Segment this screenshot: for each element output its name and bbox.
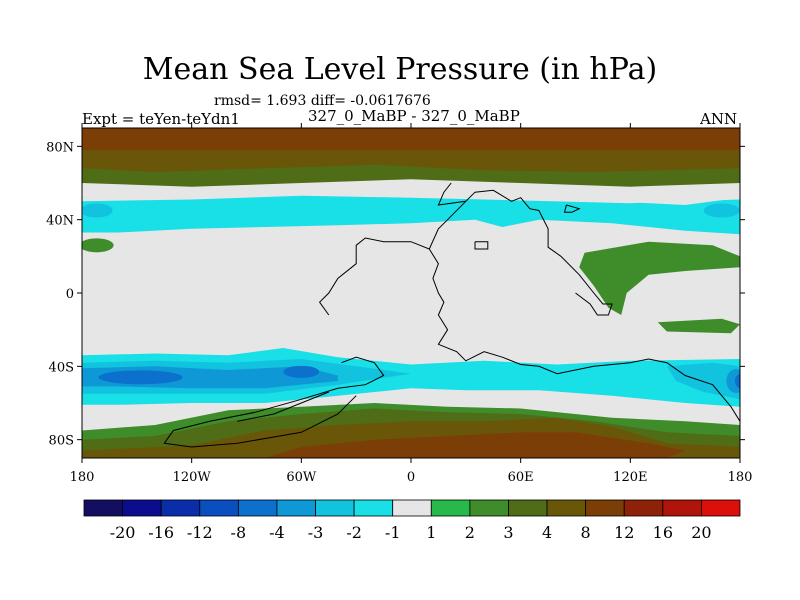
field-north-minus3-west — [82, 203, 113, 218]
axes: 180 120W 60W 0 60E 120E 180 80N 40N 0 40S 80S — [46, 123, 752, 485]
x-tick-label-2: 60W — [286, 470, 317, 485]
y-tick-label-2: 0 — [66, 287, 74, 302]
coastline-main — [318, 237, 740, 422]
colorbar-swatch-6 — [315, 499, 355, 517]
coastline-south-inner — [237, 391, 329, 422]
colorbar-swatch-10 — [469, 499, 509, 517]
coastline-north — [428, 189, 613, 316]
y-tick-label-4: 80S — [49, 434, 74, 449]
colorbar-swatch-8 — [392, 499, 432, 517]
y-tick-label-1: 40N — [46, 214, 74, 229]
map-field — [82, 128, 740, 458]
field-blob-east-south — [657, 318, 740, 334]
y-tick-label-0: 80N — [46, 140, 74, 155]
field-south-minus8-west — [98, 370, 183, 385]
colorbar-label-7: -1 — [385, 523, 401, 542]
colorbar-swatch-15 — [662, 499, 702, 517]
x-tick-label-3: 0 — [407, 470, 415, 485]
colorbar-swatch-5 — [276, 499, 316, 517]
colorbar-swatch-9 — [430, 499, 471, 517]
colorbar-swatch-7 — [353, 499, 394, 517]
x-tick-label-1: 120W — [173, 470, 212, 485]
x-tick-label-5: 120E — [613, 470, 647, 485]
colorbar-swatch-14 — [623, 499, 664, 517]
colorbar-label-11: 4 — [542, 523, 552, 542]
comparison-label: 327_0_MaBP - 327_0_MaBP — [308, 107, 520, 125]
colorbar-swatch-11 — [508, 499, 548, 517]
y-tick-label-3: 40S — [49, 360, 74, 375]
colorbar-label-6: -2 — [346, 523, 362, 542]
colorbar: -20 -16 -12 -8 -4 -3 -2 -1 1 2 3 4 8 12 16 20 — [83, 499, 741, 542]
chart-title: Mean Sea Level Pressure (in hPa) — [142, 52, 658, 87]
colorbar-label-3: -8 — [231, 523, 247, 542]
field-blob-east — [579, 241, 740, 315]
field-blob-west — [82, 238, 114, 253]
colorbar-swatch-16 — [701, 499, 741, 517]
colorbar-label-0: -20 — [110, 523, 136, 542]
field-north-minus3-east — [703, 203, 740, 218]
colorbar-label-14: 16 — [653, 523, 673, 542]
colorbar-label-12: 8 — [581, 523, 591, 542]
season-label: ANN — [700, 110, 738, 128]
colorbar-label-8: 1 — [426, 523, 436, 542]
field-north-minus1-edge — [82, 190, 740, 204]
x-tick-label-0: 180 — [70, 470, 95, 485]
colorbar-swatch-4 — [237, 499, 278, 517]
colorbar-swatch-2 — [160, 499, 201, 517]
colorbar-swatch-3 — [199, 499, 239, 517]
colorbar-swatch-1 — [122, 499, 162, 517]
colorbar-label-2: -12 — [187, 523, 213, 542]
field-north-8 — [82, 128, 740, 150]
colorbar-swatch-12 — [546, 499, 587, 517]
colorbar-label-4: -4 — [269, 523, 285, 542]
field-south-8 — [264, 432, 686, 458]
field-south-minus8-east — [735, 374, 740, 388]
x-tick-label-4: 60E — [508, 470, 534, 485]
field-north-minus2 — [82, 192, 740, 235]
field-south-minus3-east — [666, 362, 740, 400]
coastlines — [163, 182, 740, 448]
coastline-island-2 — [474, 241, 489, 250]
stats-text: rmsd= 1.693 diff= -0.0617676 — [214, 93, 431, 109]
colorbar-label-9: 2 — [465, 523, 475, 542]
coastline-north-bay — [437, 182, 466, 206]
colorbar-swatch-13 — [585, 499, 625, 517]
experiment-label: Expt = teYen-teYdn1 — [82, 110, 240, 128]
colorbar-label-15: 20 — [691, 523, 711, 542]
x-tick-label-6: 180 — [728, 470, 753, 485]
colorbar-swatch-0 — [83, 499, 123, 517]
colorbar-label-5: -3 — [308, 523, 324, 542]
colorbar-label-1: -16 — [148, 523, 174, 542]
field-south-minus4-east — [726, 369, 740, 393]
colorbar-label-10: 3 — [503, 523, 513, 542]
colorbar-label-13: 12 — [614, 523, 634, 542]
coastline-south — [163, 356, 385, 448]
coastline-island-1 — [563, 204, 581, 213]
field-south-minus8-mid — [283, 365, 320, 378]
